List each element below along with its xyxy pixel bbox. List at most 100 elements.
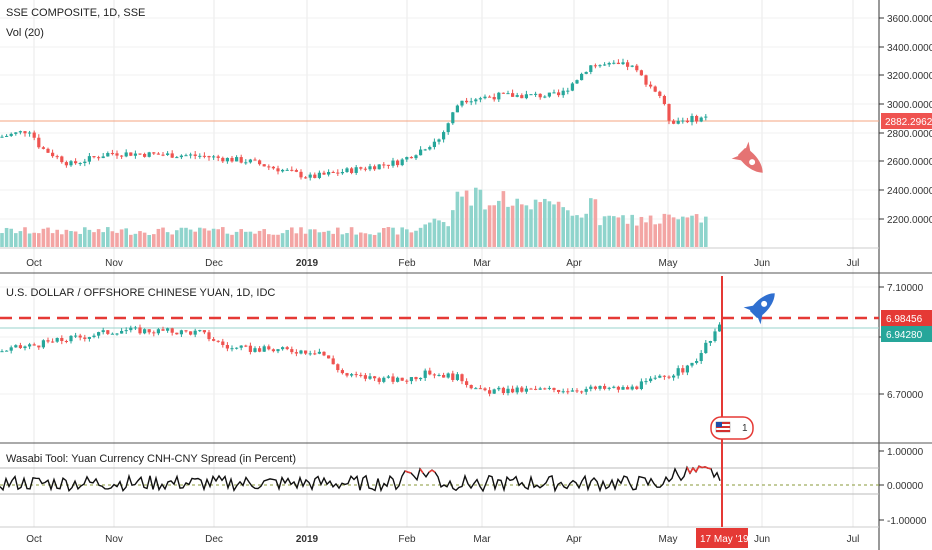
spread-highlight-segment: [686, 466, 691, 474]
volume-bar: [354, 234, 358, 247]
candle-body: [368, 376, 372, 379]
candle-body: [175, 332, 179, 335]
volume-bar: [234, 231, 239, 247]
candle-body: [538, 388, 542, 390]
candle-body: [409, 377, 413, 382]
volume-bar: [124, 228, 128, 247]
volume-bar: [349, 227, 354, 247]
candle-body: [331, 171, 335, 173]
volume-bar: [257, 230, 262, 247]
candle-body: [630, 386, 634, 390]
candle-body: [681, 368, 685, 373]
candle-body: [101, 156, 105, 159]
candle-body: [501, 387, 505, 394]
candle-body: [294, 352, 298, 354]
candle-body: [432, 374, 436, 376]
candle-body: [120, 155, 124, 157]
candle-body: [60, 156, 64, 163]
candle-body: [363, 375, 367, 379]
candle-body: [465, 100, 469, 103]
candle-body: [492, 96, 496, 100]
candle-body: [101, 330, 105, 333]
volume-bar: [524, 205, 529, 247]
candle-body: [267, 346, 271, 350]
candle-body: [23, 346, 27, 349]
price-tick-label: 2600.0000: [887, 157, 932, 168]
candle-body: [584, 388, 588, 392]
volume-bar: [662, 213, 667, 247]
time-axis-top[interactable]: Oct Nov Dec 2019 Feb Mar Apr May Jun Jul: [26, 258, 859, 269]
candle-body: [46, 148, 50, 153]
candle-body: [616, 62, 620, 65]
spread-highlight-segment: [698, 465, 703, 469]
candle-body: [350, 374, 354, 376]
candle-body: [18, 345, 22, 349]
volume-bar: [60, 234, 64, 247]
candle-body: [32, 344, 36, 346]
candle-body: [455, 105, 459, 113]
candle-body: [193, 154, 197, 156]
volume-bar: [253, 233, 257, 247]
candle-body: [212, 156, 216, 158]
candle-body: [653, 86, 657, 92]
volume-bar: [280, 233, 285, 247]
candle-body: [373, 376, 377, 379]
volume-bar: [575, 215, 579, 247]
candle-body: [511, 93, 515, 97]
event-marker[interactable]: 1: [710, 416, 754, 440]
time-axis-bottom[interactable]: Oct Nov Dec 2019 Feb Mar Apr May Jun Jul: [26, 534, 859, 545]
candle-body: [322, 351, 326, 356]
usdcnh-last-price-label: 6.94280: [881, 326, 932, 342]
candle-body: [281, 347, 285, 350]
volume-bar: [96, 229, 101, 247]
candle-body: [363, 168, 367, 170]
candle-body: [511, 388, 515, 393]
candle-body: [488, 390, 492, 394]
candle-body: [713, 331, 717, 341]
spread-highlight-segment: [695, 465, 700, 473]
candle-body: [432, 141, 436, 148]
candle-body: [446, 373, 450, 378]
candle-body: [639, 70, 643, 76]
candle-body: [18, 131, 22, 133]
spread-axis[interactable]: 1.00000 0.00000 -1.00000: [879, 447, 927, 527]
sse-price-axis[interactable]: 3600.0000 3400.0000 3200.0000 3000.0000 2800…: [879, 14, 932, 226]
candle-body: [92, 156, 96, 158]
sse-title: SSE COMPOSITE, 1D, SSE: [6, 7, 145, 19]
candle-body: [83, 337, 87, 339]
candle-body: [92, 335, 96, 337]
candle-body: [304, 177, 308, 179]
candle-body: [626, 387, 630, 390]
candle-body: [515, 95, 519, 97]
candle-body: [248, 159, 252, 163]
candle-body: [294, 170, 298, 172]
volume-bar: [152, 234, 156, 247]
candle-body: [391, 376, 395, 382]
candle-body: [354, 374, 358, 376]
svg-text:6.94280: 6.94280: [886, 330, 923, 341]
volume-bar: [188, 229, 193, 247]
volume-bar: [27, 233, 32, 247]
volume-bar: [602, 216, 607, 247]
spread-highlight-segment: [707, 467, 712, 470]
volume-bar: [432, 218, 437, 247]
usdcnh-title: U.S. DOLLAR / OFFSHORE CHINESE YUAN, 1D,…: [6, 287, 275, 299]
candle-body: [377, 164, 381, 170]
candle-body: [455, 374, 459, 380]
candle-body: [501, 92, 505, 94]
candle-body: [547, 387, 551, 389]
candle-body: [317, 351, 321, 354]
candle-body: [156, 329, 160, 334]
volume-bar: [165, 232, 170, 247]
candle-body: [221, 341, 225, 345]
candle-body: [152, 332, 156, 334]
candle-body: [419, 149, 423, 156]
volume-bar: [230, 234, 234, 247]
candle-body: [695, 115, 699, 122]
candle-body: [373, 166, 377, 170]
time-axis-label: Mar: [473, 534, 491, 545]
usdcnh-candles: [0, 322, 722, 397]
candle-body: [184, 155, 188, 157]
candle-body: [492, 389, 496, 394]
